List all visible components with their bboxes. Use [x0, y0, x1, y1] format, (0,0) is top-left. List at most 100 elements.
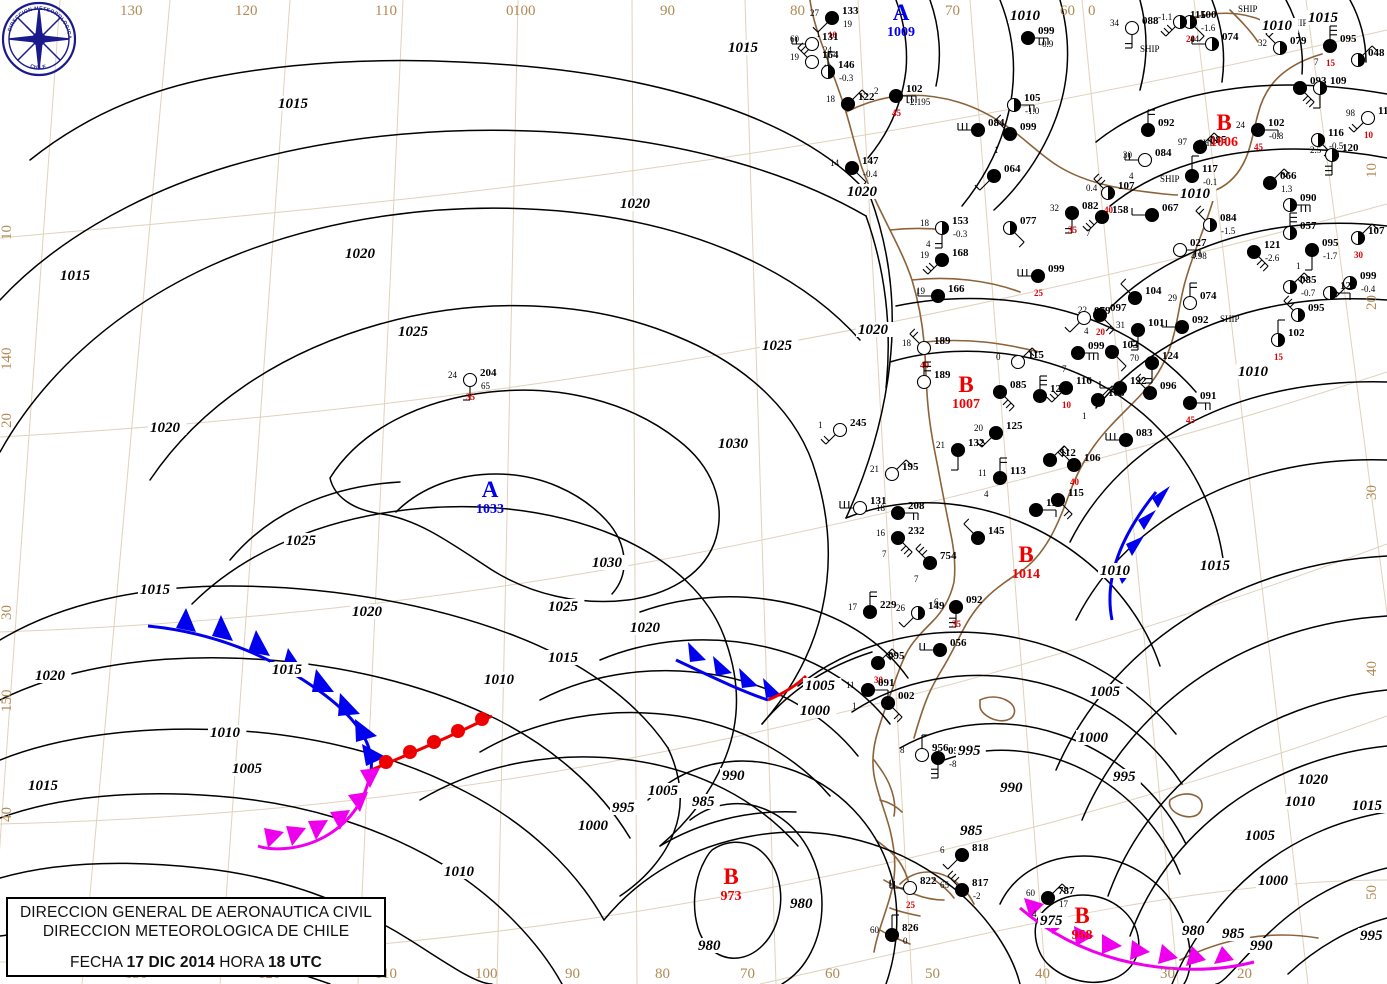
- station-pressure: 115: [1028, 349, 1044, 361]
- station-pressure: 120: [1050, 383, 1067, 395]
- station-pressure: 095: [1340, 33, 1357, 45]
- station-pressure: 102: [1268, 117, 1285, 129]
- cloud-cover-icon: [1032, 388, 1048, 404]
- station-plot: 117 -0.1: [1184, 155, 1218, 187]
- cloud-cover-icon: [914, 747, 930, 763]
- isobar-label-text: 1020: [352, 604, 383, 620]
- station-temperature: 18: [826, 94, 836, 104]
- lon-tick-top-90: 90: [660, 3, 675, 19]
- isobar-label: 990: [998, 780, 1028, 796]
- pressure-center-letter: A: [893, 0, 910, 25]
- compass-rose-icon: [8, 8, 70, 70]
- station-temperature: 60: [1026, 888, 1036, 898]
- cloud-cover-icon: [1076, 310, 1092, 326]
- station-tendency: -1.5: [1221, 226, 1236, 236]
- station-pressure: 153: [952, 215, 969, 227]
- cloud-cover-icon: [916, 374, 932, 390]
- station-pressure: 168: [952, 247, 969, 259]
- isobar-label: 995: [1358, 928, 1387, 944]
- cloud-cover-icon: [1140, 122, 1156, 138]
- lat-tick-right-50: 50: [1364, 885, 1380, 900]
- cloud-cover-icon: [1142, 385, 1158, 401]
- station-plot: 085 -0.7: [1282, 272, 1317, 298]
- isobar-label-text: 1000: [800, 703, 831, 719]
- station-plot: 120: [1322, 280, 1357, 301]
- station-pressure: 002: [898, 690, 915, 702]
- cloud-cover-icon: [950, 442, 966, 458]
- cloud-cover-icon: [884, 466, 900, 482]
- station-pressure: 091: [878, 677, 895, 689]
- station-plot: 787 60 17 4: [1026, 883, 1075, 919]
- cloud-cover-icon: [1002, 220, 1018, 236]
- pressure-center-letter: A: [482, 477, 499, 502]
- cloud-cover-icon: [1290, 307, 1306, 323]
- cloud-cover-icon: [932, 642, 948, 658]
- isobar-label-text: 1015: [278, 96, 309, 112]
- station-plot: 084: [957, 117, 1005, 138]
- station-pressure-change: 25: [906, 900, 916, 910]
- station-tendency: 65: [481, 381, 491, 391]
- wind-barb-icon: [1253, 251, 1269, 272]
- station-pressure: 147: [862, 155, 879, 167]
- isobar-label-text: 1025: [286, 533, 317, 549]
- cloud-cover-icon: [852, 500, 868, 516]
- station-dewpoint: 4: [926, 239, 931, 249]
- station-temperature: 65: [940, 880, 950, 890]
- station-plot: 002: [880, 690, 915, 723]
- station-pressure: 057: [1300, 220, 1317, 232]
- station-plot: 095 15 7: [1314, 25, 1357, 68]
- station-temperature: 18: [876, 503, 886, 513]
- cloud-cover-icon: [862, 604, 878, 620]
- lat-tick-right-20: 20: [1364, 295, 1380, 310]
- isobar-label: 1025: [760, 338, 799, 354]
- isobar-label: 1025: [396, 324, 435, 340]
- station-dewpoint: 7: [882, 549, 887, 559]
- station-pressure: 245: [850, 417, 867, 429]
- station-temperature: 34: [1110, 18, 1120, 28]
- isobar-label-text: 1005: [805, 678, 836, 694]
- station-temperature: 32: [1258, 38, 1267, 48]
- station-plot: 102 24 -0.8 45: [1236, 117, 1285, 152]
- station-pressure: 097: [1110, 302, 1127, 314]
- occluded-front-southeast-pacific: [257, 768, 380, 851]
- isobar-label-text: 1020: [35, 668, 66, 684]
- title-line-1: DIRECCION GENERAL DE AERONAUTICA CIVIL: [19, 904, 373, 921]
- isobar-label: 1020: [148, 420, 187, 436]
- isobar-label: 1015: [138, 582, 177, 598]
- cloud-cover-icon: [1202, 217, 1218, 233]
- station-plot: 085 97: [1178, 132, 1227, 155]
- station-pressure: 077: [1020, 215, 1037, 227]
- station-pressure-change: 20: [1186, 34, 1196, 44]
- lon-tick-left-150: 150: [0, 690, 15, 713]
- cloud-cover-icon: [1324, 147, 1340, 163]
- cloud-cover-icon: [840, 96, 856, 112]
- station-tendency: 19: [843, 19, 853, 29]
- station-plot: 131 60 24: [790, 31, 839, 55]
- cloud-cover-icon: [1042, 452, 1058, 468]
- station-pressure: 112: [1060, 447, 1076, 459]
- station-plot: 208 18: [876, 500, 925, 521]
- station-plot: 082 32 35: [1050, 200, 1099, 235]
- station-pressure: 099: [1360, 270, 1377, 282]
- station-pressure: 084: [1155, 147, 1172, 159]
- cloud-cover-icon: [988, 425, 1004, 441]
- isobar-label-text: 1025: [398, 324, 429, 340]
- cloud-cover-icon: [1002, 126, 1018, 142]
- isobar-label-text: 1010: [1010, 8, 1041, 24]
- station-temperature: 98: [1346, 108, 1356, 118]
- cloud-cover-icon: [1322, 38, 1338, 54]
- pressure-center-value: 1006: [1210, 135, 1238, 150]
- station-plot: 102 15: [1270, 319, 1305, 362]
- cloud-cover-icon: [888, 88, 904, 104]
- station-pressure: 229: [880, 599, 897, 611]
- station-plot: 116 10: [1046, 375, 1092, 410]
- isobar-label: 1015: [58, 268, 97, 284]
- lon-tick-bottom-90: 90: [565, 966, 580, 982]
- station-temperature: 21: [936, 440, 945, 450]
- station-temperature: 18: [902, 338, 912, 348]
- station-pressure: 122: [858, 91, 875, 103]
